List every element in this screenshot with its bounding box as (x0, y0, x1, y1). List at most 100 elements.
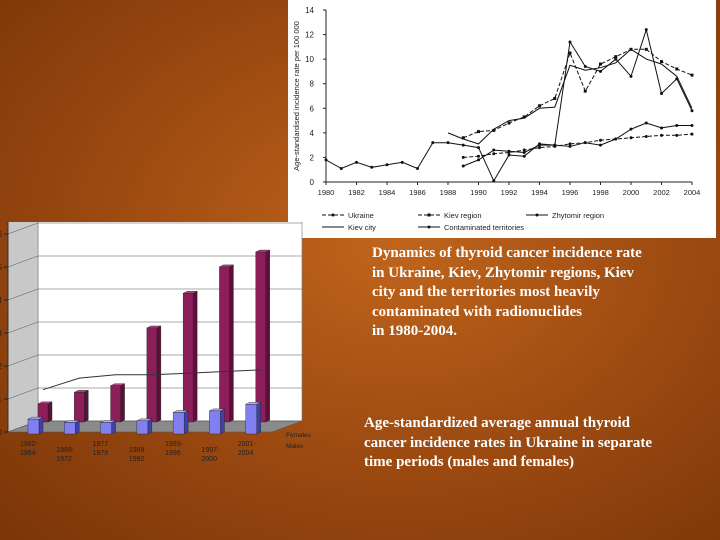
data-point (644, 47, 648, 51)
bar-front (136, 420, 149, 435)
bar-side (183, 410, 189, 435)
category-label-line: 2001- (238, 441, 257, 448)
bar-side (75, 420, 80, 435)
male-bar (136, 418, 153, 435)
category-label: 1989 1992 (129, 447, 145, 463)
gridline-side (7, 387, 39, 400)
data-point (477, 130, 480, 134)
data-point (477, 146, 480, 150)
data-point (568, 142, 572, 146)
side-wall (7, 209, 39, 433)
x-tick-label: 1982 (348, 188, 365, 197)
bar-side (229, 264, 234, 423)
category-label-line: 1969- (56, 447, 75, 454)
bar-front (255, 251, 266, 423)
data-point (446, 141, 450, 145)
data-point (461, 136, 465, 140)
data-point (644, 135, 648, 139)
data-point (675, 123, 679, 127)
bar-side (265, 249, 270, 423)
bar-chart: 0 1 2 3 4 5 6 1962- 1964 1969- 1972 1977 1979 1989 199… (0, 209, 312, 463)
data-point (614, 137, 618, 141)
x-tick-label: 1984 (379, 188, 396, 197)
data-point (461, 143, 465, 147)
legend-label: Kiev region (444, 211, 482, 220)
bar-front (182, 293, 194, 423)
data-point (644, 121, 648, 125)
male-bar (100, 420, 116, 435)
data-point (553, 143, 557, 147)
data-point (568, 51, 572, 55)
bar-front (245, 404, 257, 435)
series-line-2 (325, 27, 693, 182)
data-point (355, 160, 358, 164)
bar-front (219, 266, 230, 423)
female-bar (110, 383, 125, 423)
y-tick-label: 6 (310, 104, 315, 113)
data-point (675, 133, 679, 137)
category-label: 1993- 1996 (165, 441, 184, 457)
male-bar (27, 416, 44, 435)
legend-marker (535, 213, 539, 217)
y-tick-label: 0 (310, 178, 315, 187)
x-tick-label: 2000 (623, 188, 640, 197)
data-point (644, 28, 648, 32)
category-label: 1962- 1964 (20, 441, 39, 457)
legend-marker (331, 213, 335, 217)
data-point (461, 164, 465, 168)
legend-label: Ukraine (348, 211, 374, 220)
data-point (690, 132, 694, 136)
bar-side (38, 416, 44, 435)
data-point (507, 121, 511, 125)
category-label: 1997- 2000 (201, 447, 220, 463)
y-tick-label: 4 (310, 129, 315, 138)
overlay-line (42, 369, 261, 391)
line-chart: 0 2 4 6 8 10 12 14 1980 1982 1984 1986 1988 1990 1992 1… (292, 6, 700, 232)
y-tick-label: 6 (0, 230, 3, 239)
data-point (660, 133, 663, 137)
data-point (660, 126, 663, 130)
data-point (507, 149, 511, 153)
series-label-males: Males (286, 443, 304, 450)
bar-front (209, 410, 221, 435)
data-point (416, 166, 419, 170)
data-point (522, 115, 526, 119)
y-tick-label: 2 (0, 362, 3, 371)
data-point (538, 146, 541, 150)
bar-front (27, 418, 40, 435)
data-point (583, 65, 587, 69)
data-point (614, 55, 618, 59)
legend-marker (427, 225, 431, 229)
data-point (599, 143, 602, 147)
y-tick-label: 8 (310, 80, 315, 89)
gridline-side (7, 222, 39, 235)
data-point (339, 166, 343, 170)
data-point (492, 128, 496, 132)
data-point (568, 144, 572, 148)
data-point (461, 155, 465, 159)
bar-front (100, 422, 112, 435)
data-point (629, 74, 633, 78)
bar-side (256, 401, 261, 435)
y-tick-label: 14 (305, 6, 314, 15)
data-point (492, 179, 496, 183)
legend-marker (427, 213, 431, 217)
category-label-line: 1977 (93, 441, 109, 448)
data-point (675, 67, 679, 71)
data-point (400, 160, 404, 164)
data-point (629, 136, 633, 140)
bar-chart-panel: 0 1 2 3 4 5 6 1962- 1964 1969- 1972 1977 1979 1989 199… (0, 209, 318, 522)
data-point (583, 89, 587, 93)
y-tick-label: 4 (0, 296, 3, 305)
category-label-line: 1989 (129, 447, 145, 454)
data-point (583, 141, 587, 145)
data-point (522, 148, 526, 152)
data-point (522, 151, 526, 155)
category-label-line: 2004 (238, 450, 254, 457)
y-tick-label: 12 (305, 31, 314, 40)
data-point (690, 123, 694, 127)
bar-front (172, 412, 185, 435)
data-point (477, 158, 480, 162)
data-point (660, 60, 663, 64)
category-label-line: 2000 (201, 456, 217, 463)
